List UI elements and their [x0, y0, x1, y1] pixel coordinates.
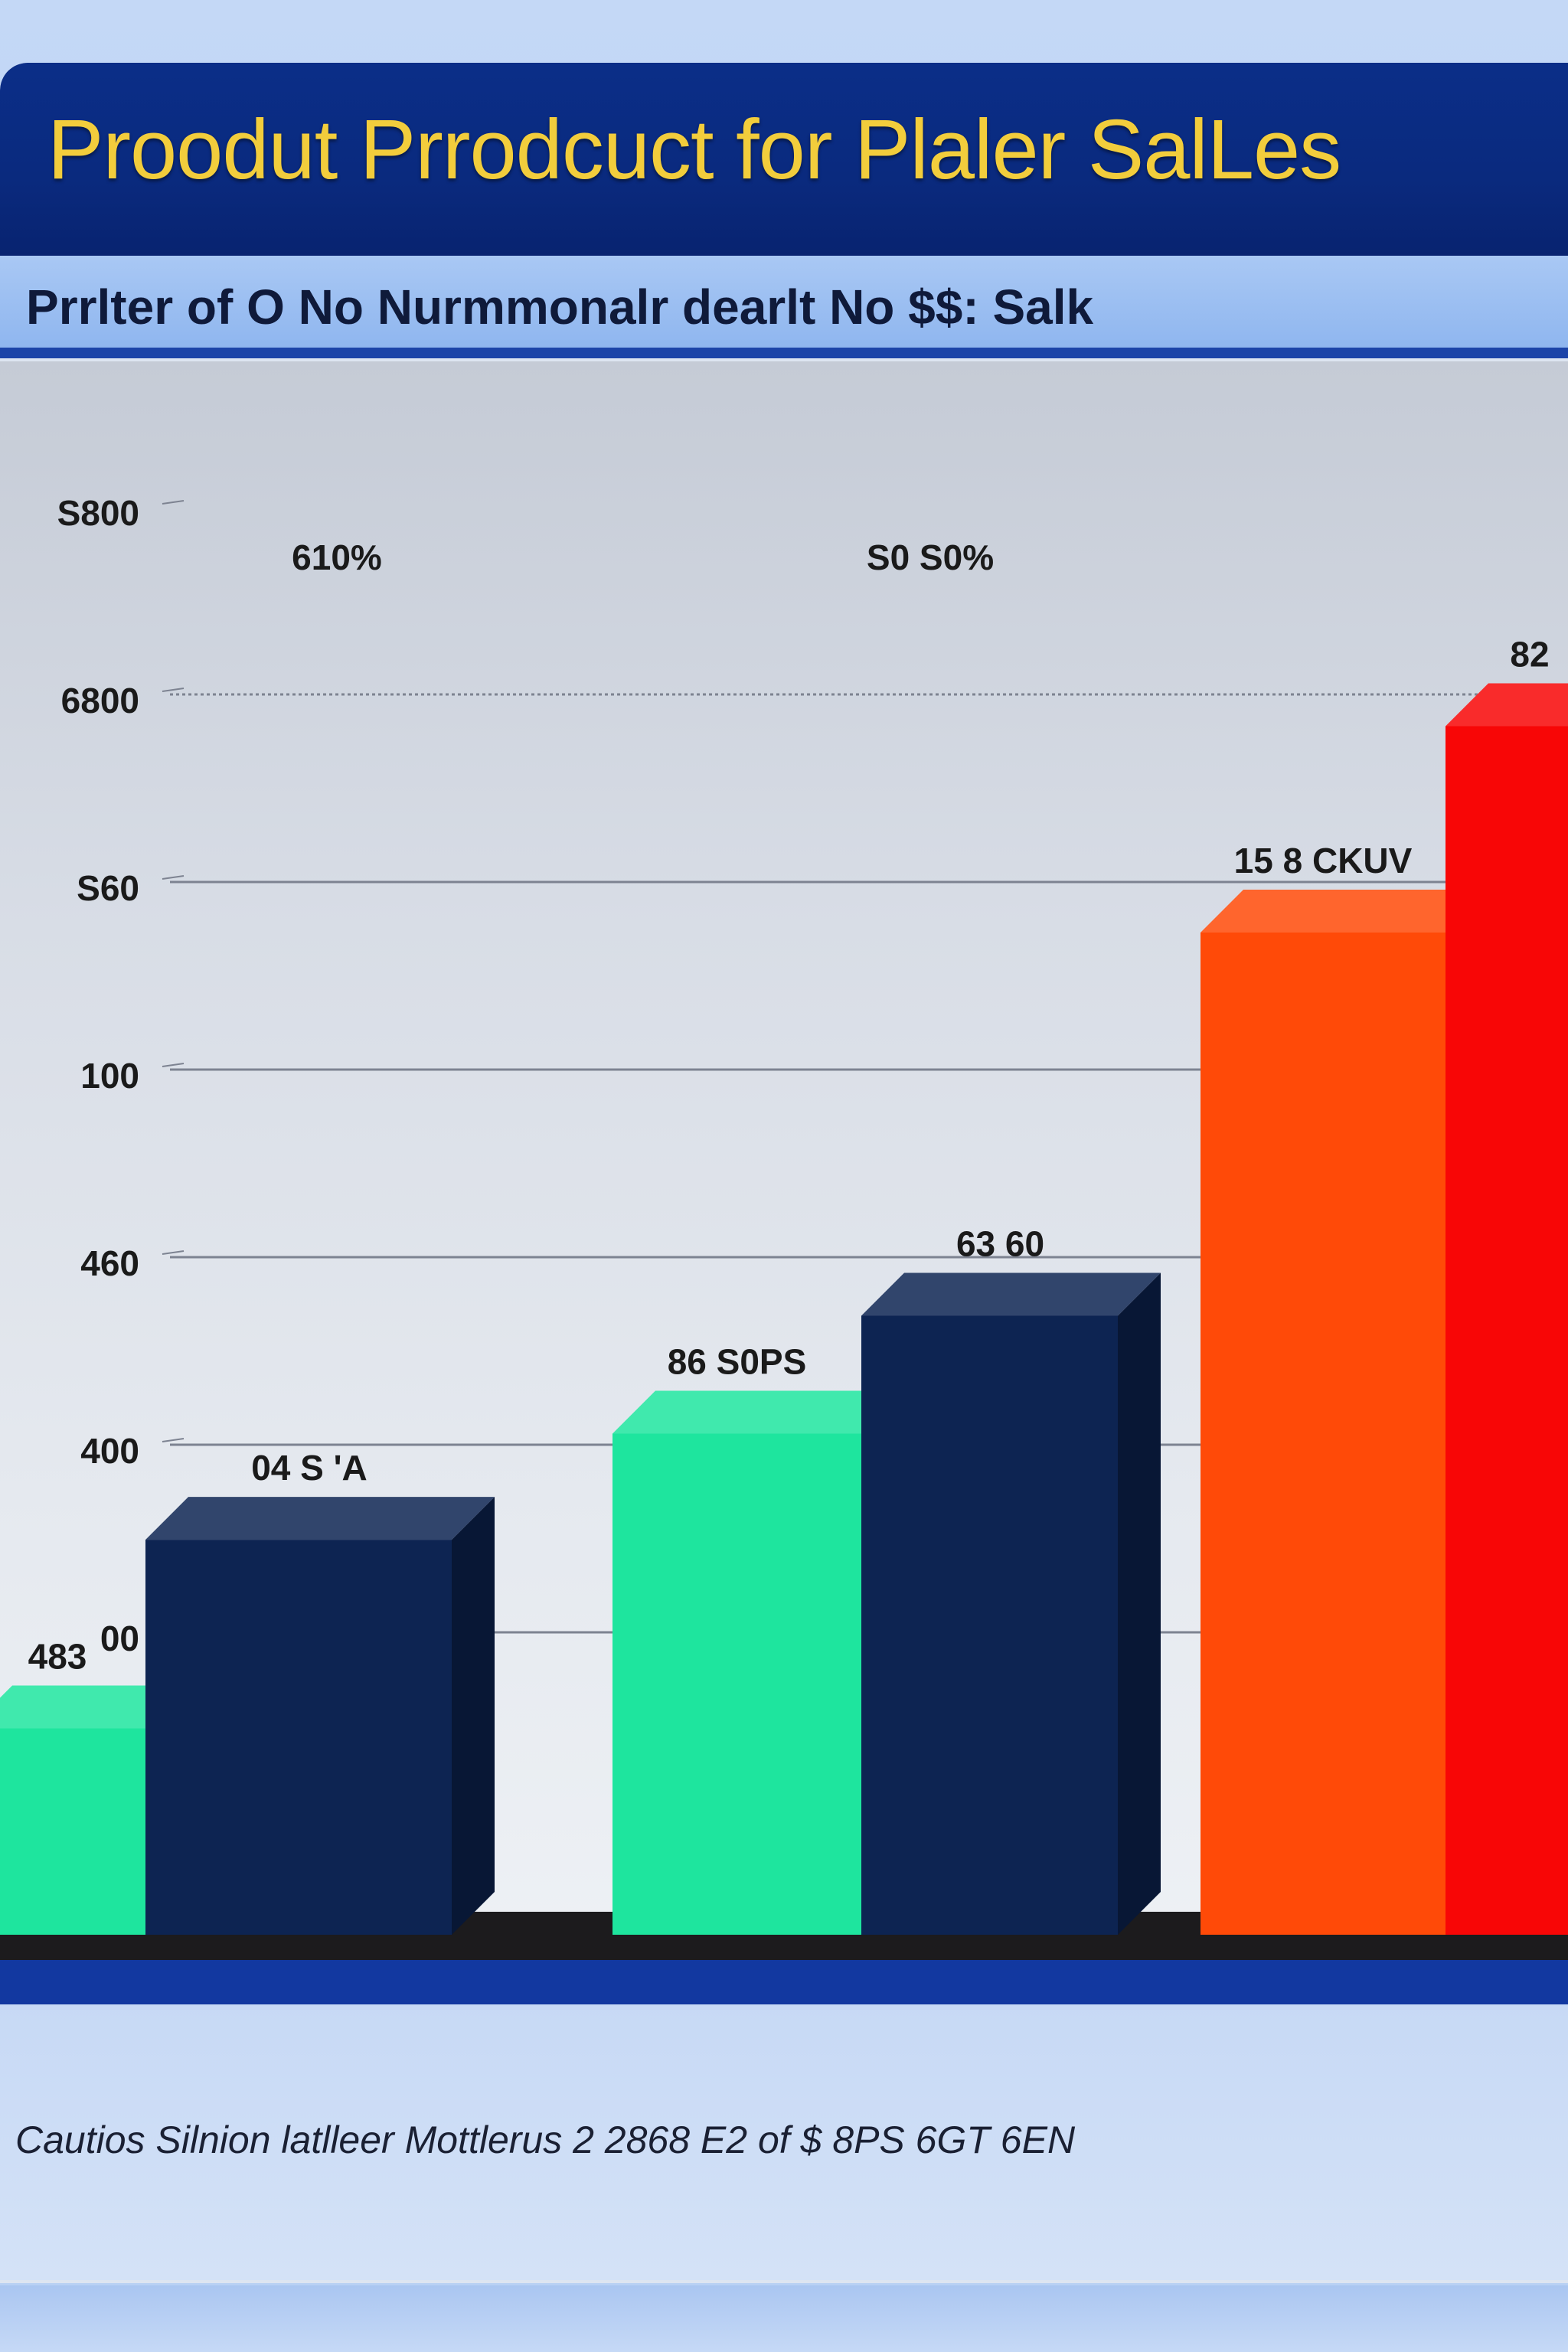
y-tick-label: 460 — [80, 1243, 139, 1283]
y-tick-mark — [162, 1250, 185, 1255]
chart-title: Proodut Prrodcuct for Plaler SalLes — [47, 103, 1341, 197]
y-tick-mark — [162, 1063, 185, 1067]
top-percent-label: S0 S0% — [867, 537, 994, 577]
bar — [1200, 933, 1446, 1935]
y-tick-mark — [162, 875, 185, 880]
y-tick-mark — [162, 1438, 185, 1442]
bar — [861, 1315, 1118, 1935]
bottom-strip — [0, 2285, 1568, 2352]
footer-note: Cautios Silnion latlleer Mottlerus 2 286… — [15, 2118, 1076, 2161]
top-percent-label: 610% — [292, 537, 382, 577]
footer-band — [0, 1960, 1568, 2004]
bar-top-face — [1446, 683, 1568, 727]
y-tick-label: S800 — [57, 493, 139, 533]
bar-value-label: 04 S 'A — [251, 1448, 368, 1488]
bar-top-face — [612, 1390, 904, 1434]
y-tick-mark — [162, 688, 185, 692]
bar-side-face — [452, 1497, 495, 1935]
bar-value-label: 483 — [28, 1637, 87, 1677]
y-tick-label: 100 — [80, 1056, 139, 1096]
footer-panel: Cautios Silnion latlleer Mottlerus 2 286… — [0, 2004, 1568, 2280]
y-tick-label: 6800 — [61, 681, 139, 720]
chart-card: Proodut Prrodcuct for Plaler SalLes Prrl… — [0, 63, 1568, 2283]
bar-top-face — [861, 1272, 1161, 1316]
bar-top-face — [145, 1497, 495, 1540]
bar — [145, 1540, 452, 1935]
subtitle-bar: Prrlter of O No Nurmmonalr dearlt No $$:… — [0, 256, 1568, 358]
bar — [0, 1728, 145, 1935]
y-tick-label: S60 — [77, 868, 139, 908]
bar — [1446, 726, 1568, 1935]
y-tick-mark — [162, 500, 185, 505]
bar-side-face — [1118, 1272, 1161, 1935]
bar-top-face — [0, 1685, 188, 1729]
bar-value-label: 15 8 CKUV — [1234, 841, 1413, 880]
chart-subtitle: Prrlter of O No Nurmmonalr dearlt No $$:… — [26, 279, 1094, 335]
bar-chart: S800 6800 S60 100 460 400 00 610% S0 S0% 483 04 S … — [0, 493, 1568, 1977]
bar-value-label: 82 — [1510, 635, 1549, 675]
bar-value-label: 86 S0PS — [668, 1342, 807, 1382]
bar — [612, 1433, 861, 1935]
y-tick-label: 400 — [80, 1431, 139, 1471]
bar-value-label: 63 60 — [956, 1224, 1044, 1264]
y-tick-label: 00 — [100, 1619, 139, 1658]
title-bar: Proodut Prrodcuct for Plaler SalLes — [0, 63, 1568, 256]
plot-area: S800 6800 S60 100 460 400 00 610% S0 S0% 483 04 S … — [0, 361, 1568, 1977]
bar-top-face — [1200, 890, 1488, 933]
